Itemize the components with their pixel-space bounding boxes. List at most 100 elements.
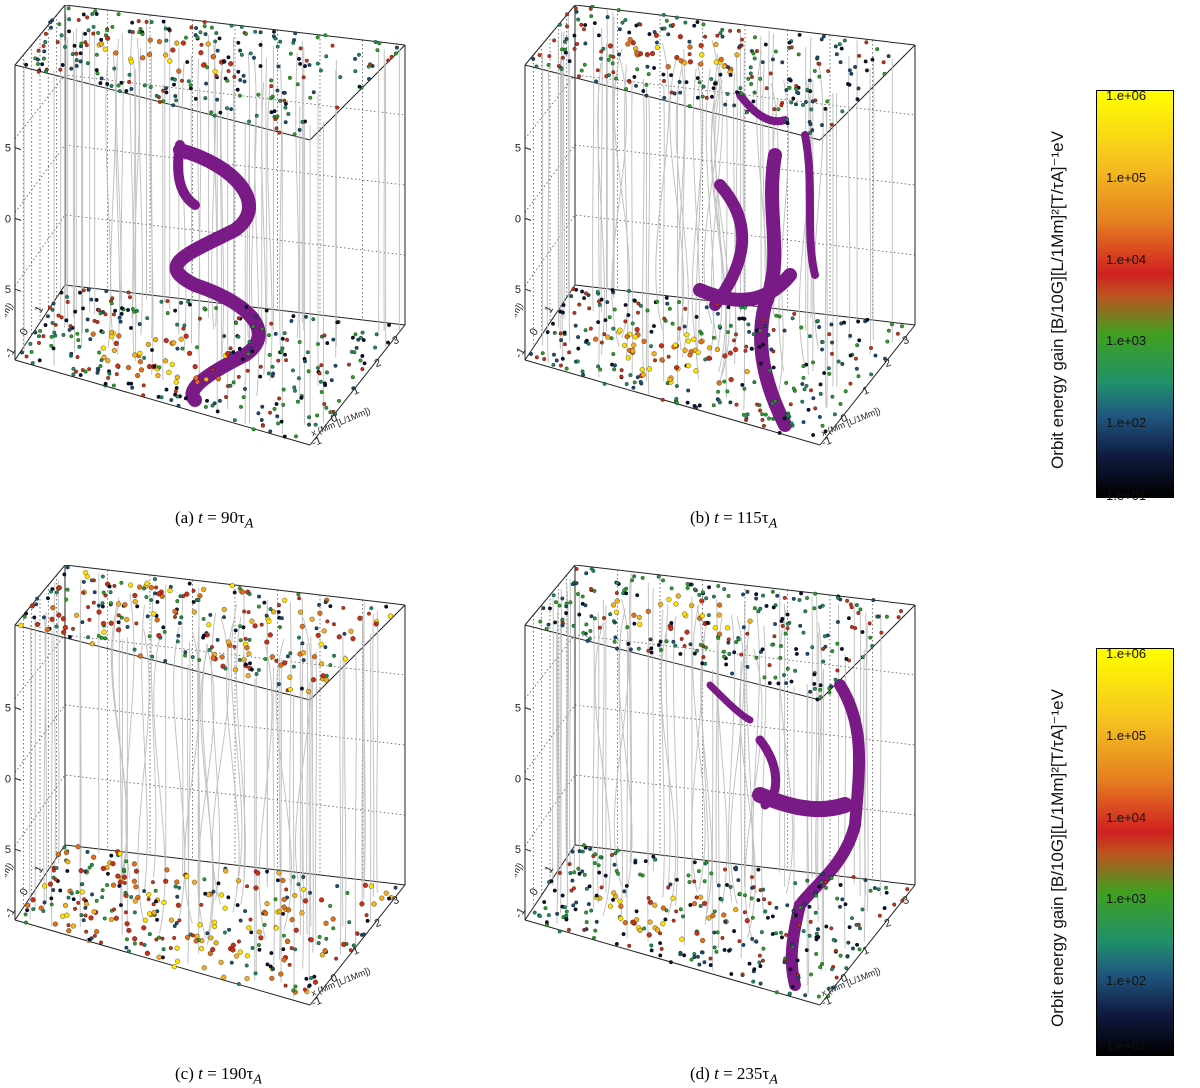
particle: [684, 307, 688, 311]
particle: [596, 365, 600, 369]
particle: [763, 324, 767, 328]
particle: [571, 582, 575, 586]
particle: [151, 612, 156, 617]
particle: [573, 311, 577, 315]
particle: [682, 953, 686, 957]
particle: [101, 346, 106, 351]
particle: [769, 72, 773, 76]
particle: [99, 38, 103, 42]
particle: [612, 352, 616, 356]
particle: [713, 625, 718, 630]
particle: [636, 311, 640, 315]
particle: [177, 634, 181, 638]
particle: [647, 932, 652, 937]
particle: [200, 43, 204, 47]
particle: [309, 976, 313, 980]
particle: [320, 363, 324, 367]
grid-line: [525, 145, 915, 213]
particle: [99, 364, 103, 368]
colorbar-label: 1.e+03: [1106, 891, 1146, 906]
particle: [56, 613, 61, 618]
particle: [95, 12, 99, 16]
field-line: [280, 64, 282, 352]
particle: [324, 406, 328, 410]
particle: [840, 898, 844, 902]
particle: [885, 891, 889, 895]
caption-a: (a) t = 90τA: [175, 508, 253, 532]
particle: [75, 64, 79, 68]
y-tick-label: 0: [18, 886, 31, 897]
particle: [716, 397, 720, 401]
particle: [790, 46, 794, 50]
particle: [302, 75, 306, 79]
particle: [848, 334, 852, 338]
particle: [642, 339, 647, 344]
particle: [678, 91, 682, 95]
particle: [575, 10, 579, 14]
particle: [292, 875, 296, 879]
particle: [310, 617, 315, 622]
particle: [265, 901, 270, 906]
particle: [749, 82, 753, 86]
particle: [125, 921, 130, 926]
particle: [830, 967, 834, 971]
particle: [67, 896, 71, 900]
particle: [248, 662, 252, 666]
particle: [640, 382, 644, 386]
grid-line: [15, 775, 405, 846]
particle: [56, 852, 61, 857]
particle: [281, 347, 285, 351]
particle: [552, 363, 556, 367]
particle: [615, 942, 619, 946]
particle: [104, 382, 108, 386]
z-tick: [525, 849, 531, 851]
particle: [691, 337, 696, 342]
particle: [631, 322, 635, 326]
particle: [251, 325, 255, 329]
particle: [178, 621, 182, 625]
field-line: [663, 86, 664, 382]
particle: [781, 617, 785, 621]
particle: [552, 39, 556, 43]
particle: [661, 579, 665, 583]
particle: [109, 854, 113, 858]
particle: [96, 72, 100, 76]
particle: [538, 53, 542, 57]
particle: [582, 27, 586, 31]
colorbar-label: 1.e+03: [1106, 333, 1146, 348]
particle: [188, 303, 192, 307]
particle: [598, 368, 602, 372]
particle: [319, 898, 324, 903]
particle: [655, 45, 660, 50]
panel-c: 50-5z (Mm [L/1Mm])10-1y (Mm [L/1Mm])-101…: [5, 565, 505, 1045]
particle: [772, 606, 776, 610]
particle: [784, 381, 788, 385]
particle: [292, 38, 296, 42]
particle: [203, 307, 207, 311]
particle: [175, 386, 179, 390]
particle: [215, 31, 219, 35]
z-tick: [15, 708, 21, 710]
particle: [57, 585, 62, 590]
field-line: [307, 643, 308, 935]
particle: [761, 343, 765, 347]
particle: [652, 351, 657, 356]
particle: [580, 23, 584, 27]
particle: [578, 849, 582, 853]
particle: [171, 103, 175, 107]
particle: [813, 682, 817, 686]
x-tick-label: 2: [883, 357, 893, 370]
field-line: [122, 639, 123, 935]
colorbar-title: Orbit energy gain [B/10G][L/1Mm]²[T/τA]⁻…: [1040, 90, 1076, 510]
particle: [301, 650, 306, 655]
field-line: [542, 54, 543, 346]
particle: [727, 594, 731, 598]
particle: [804, 609, 808, 613]
particle: [822, 371, 826, 375]
particle: [50, 897, 54, 901]
particle: [228, 61, 233, 66]
particle: [802, 929, 806, 933]
particle: [233, 418, 237, 422]
particle: [666, 886, 670, 890]
particle: [143, 943, 147, 947]
